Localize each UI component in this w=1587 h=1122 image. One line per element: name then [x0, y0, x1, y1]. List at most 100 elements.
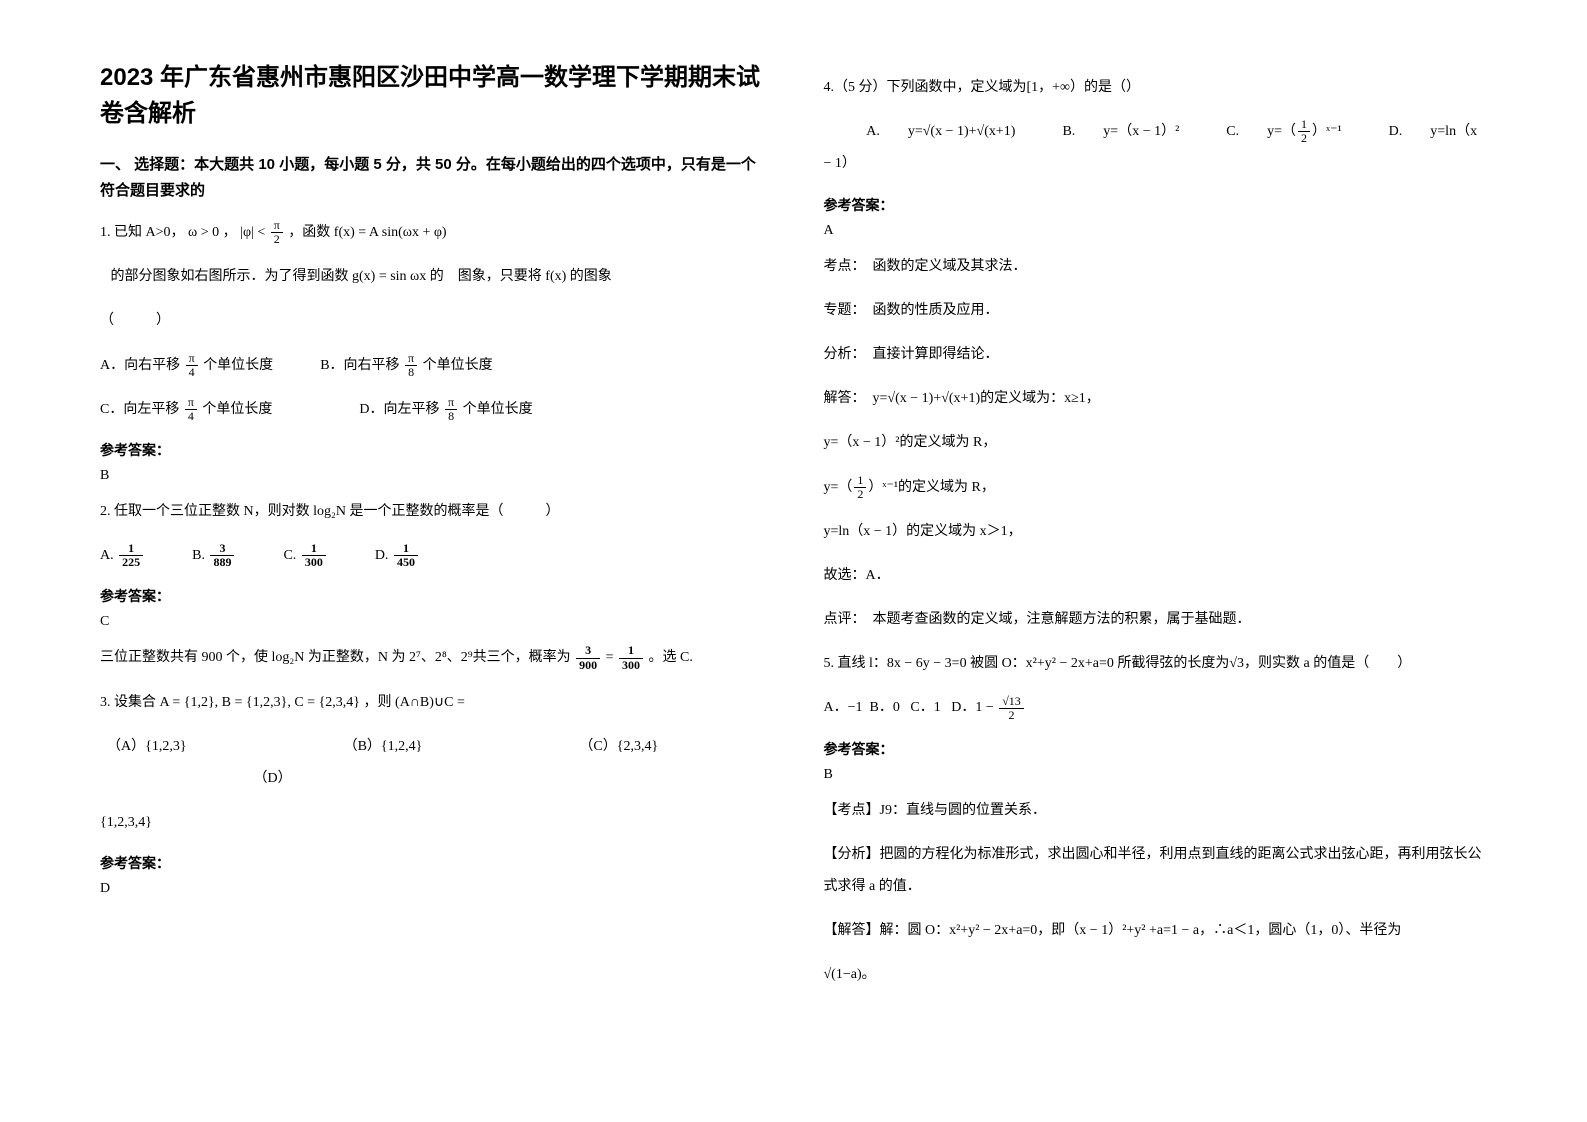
q1-paren: （ ） [100, 305, 764, 337]
q2-c-frac: 1300 [302, 542, 326, 569]
q3-sets: A = {1,2}, B = {1,2,3}, C = {2,3,4} [160, 695, 361, 710]
q1-stem2c: 的图象 [570, 269, 612, 284]
q5-opts: A．−1 B．0 C．1 D．1 − √132 [824, 692, 1488, 724]
q2-a-num: 1 [119, 542, 143, 556]
q4-jd3-frac: 12 [854, 474, 866, 501]
q5-jd-line: 【解答】解：圆 O：x²+y² − 2x+a=0，即（x − 1）²+y² +a… [824, 915, 1488, 947]
q4-b: B. y=（x − 1）² [1062, 124, 1179, 139]
q5-d-frac: √132 [999, 695, 1024, 722]
q5-stem: 5. 直线 l：8x − 6y − 3=0 被圆 O：x²+y² − 2x+a=… [824, 648, 1488, 680]
q4-c-l: C. y=（ [1226, 124, 1296, 139]
q3-opts: （A）{1,2,3} （B）{1,2,4} （C）{2,3,4} （D） [100, 731, 764, 795]
q2-expl-a: 三位正整数共有 900 个，使 log₂N 为正整数，N 为 2⁷、2⁸、2⁹共… [100, 650, 571, 665]
q5-c: C．1 [910, 700, 940, 715]
q4-jd3-den: 2 [854, 488, 866, 501]
q2-ans: C [100, 614, 764, 630]
q2-a-frac: 1225 [119, 542, 143, 569]
q1-g: g(x) = sin ωx [352, 269, 426, 284]
section-1-head: 一、 选择题：本大题共 10 小题，每小题 5 分，共 50 分。在每小题给出的… [100, 152, 764, 203]
q5-d-num: √13 [999, 695, 1024, 709]
q5-b: B．0 [870, 700, 900, 715]
q4-a-l: A. y= [866, 124, 923, 139]
q1-a-num: π [186, 352, 198, 366]
q1-c1: ， [223, 225, 237, 240]
q5-rad-line: √(1−a)。 [824, 959, 1488, 991]
q1-b-den: 8 [405, 366, 417, 379]
q4-a-tail: +√(x+1) [969, 124, 1016, 139]
q1-opt-a-pre: A．向右平移 [100, 358, 184, 373]
q1-opts-ab: A．向右平移 π4 个单位长度 B．向右平移 π8 个单位长度 [100, 350, 764, 382]
q4-sel: 故选：A． [824, 560, 1488, 592]
q1-c2: ，函数 [288, 225, 330, 240]
q2-expl-f1: 3900 [576, 644, 600, 671]
q1-omega: ω > 0 [188, 225, 219, 240]
q3-b-l: （B） [344, 739, 381, 754]
q1-c-num: π [185, 396, 197, 410]
q2-e-n2: 1 [619, 644, 643, 658]
q1-opt-d-pre: D．向左平移 [359, 402, 443, 417]
q3-anskey: 参考答案： [100, 853, 764, 873]
q2-b-frac: 3889 [210, 542, 234, 569]
q1-opt-a-post: 个单位长度 [203, 358, 273, 373]
q4-zt: 专题： 函数的性质及应用． [824, 295, 1488, 327]
q3-stem: 3. 设集合 A = {1,2}, B = {1,2,3}, C = {2,3,… [100, 687, 764, 719]
q2-b-label: B. [192, 548, 208, 563]
q2-e-n1: 3 [576, 644, 600, 658]
q4-c-num: 1 [1298, 118, 1310, 132]
q2-e-d1: 900 [576, 659, 600, 672]
q2-d-den: 450 [394, 556, 418, 569]
q1-anskey: 参考答案： [100, 440, 764, 460]
q1-b-num: π [405, 352, 417, 366]
q3-a-v: {1,2,3} [145, 739, 186, 754]
q4-dp: 点评： 本题考查函数的定义域，注意解题方法的积累，属于基础题． [824, 604, 1488, 636]
q1-phi-num: π [271, 219, 283, 233]
q1-opt-d-frac: π8 [445, 396, 457, 423]
q4-jd1b: √(x − 1) [887, 391, 933, 406]
q1-line1: 1. 已知 A>0， ω > 0 ， |φ| < π 2 ，函数 f(x) = … [100, 217, 764, 249]
q2-e-d2: 300 [619, 659, 643, 672]
q4-ans: A [824, 223, 1488, 239]
q4-jd4: y=ln（x − 1）的定义域为 x＞1， [824, 516, 1488, 548]
q1-phi-abs: |φ| < [240, 225, 265, 240]
q1-opt-b-frac: π8 [405, 352, 417, 379]
q1-func: f(x) = A sin(ωx + φ) [334, 225, 447, 240]
q1-d-num: π [445, 396, 457, 410]
exam-title: 2023 年广东省惠州市惠阳区沙田中学高一数学理下学期期末试卷含解析 [100, 60, 764, 132]
q3-stem-b: ，则 [364, 695, 392, 710]
q4-c-frac: 12 [1298, 118, 1310, 145]
q5-period: 。 [862, 967, 876, 982]
q1-opt-a-frac: π4 [186, 352, 198, 379]
q2-expl: 三位正整数共有 900 个，使 log₂N 为正整数，N 为 2⁷、2⁸、2⁹共… [100, 642, 764, 674]
q5-fx: 【分析】把圆的方程化为标准形式，求出圆心和半径，利用点到直线的距离公式求出弦心距… [824, 839, 1488, 903]
q1-c-den: 4 [185, 410, 197, 423]
q1-opt-d-post: 个单位长度 [463, 402, 533, 417]
q4-jd1c: +√(x+1)的定义域为：x≥1， [933, 391, 1099, 406]
q2-d-label: D. [375, 548, 392, 563]
q2-d-num: 1 [394, 542, 418, 556]
q1-opt-c-post: 个单位长度 [202, 402, 272, 417]
q3-a-l: （A） [107, 739, 145, 754]
q4-jd3b: ）ˣ⁻¹的定义域为 R， [868, 480, 994, 495]
q4-jd1a: 解答： y= [824, 391, 888, 406]
q1-stem1: 1. 已知 A>0， [100, 225, 185, 240]
q1-opts-cd: C．向左平移 π4 个单位长度 D．向左平移 π8 个单位长度 [100, 394, 764, 426]
q1-d-den: 8 [445, 410, 457, 423]
q4-a-rad: √(x − 1) [923, 124, 969, 139]
q4-c-den: 2 [1298, 132, 1310, 145]
q5-d-den: 2 [999, 709, 1024, 722]
q2-stem: 2. 任取一个三位正整数 N，则对数 log₂N 是一个正整数的概率是（ ） [100, 496, 764, 528]
q4-jd3: y=（12）ˣ⁻¹的定义域为 R， [824, 472, 1488, 504]
q4-c-tail: ）ˣ⁻¹ [1312, 124, 1342, 139]
q2-b-num: 3 [210, 542, 234, 556]
q2-expl-f2: 1300 [619, 644, 643, 671]
q4-kd: 考点： 函数的定义域及其求法． [824, 251, 1488, 283]
q5-rad: √(1−a) [824, 967, 862, 982]
q3-stem-a: 3. 设集合 [100, 695, 156, 710]
q1-opt-c-pre: C．向左平移 [100, 402, 183, 417]
q2-opts: A. 1225 B. 3889 C. 1300 D. 1450 [100, 540, 764, 572]
q2-eq: = [606, 650, 617, 665]
q1-opt-b-pre: B．向右平移 [320, 358, 403, 373]
q5-anskey: 参考答案： [824, 739, 1488, 759]
q1-phi-den: 2 [271, 233, 283, 246]
q4-fx: 分析： 直接计算即得结论． [824, 339, 1488, 371]
